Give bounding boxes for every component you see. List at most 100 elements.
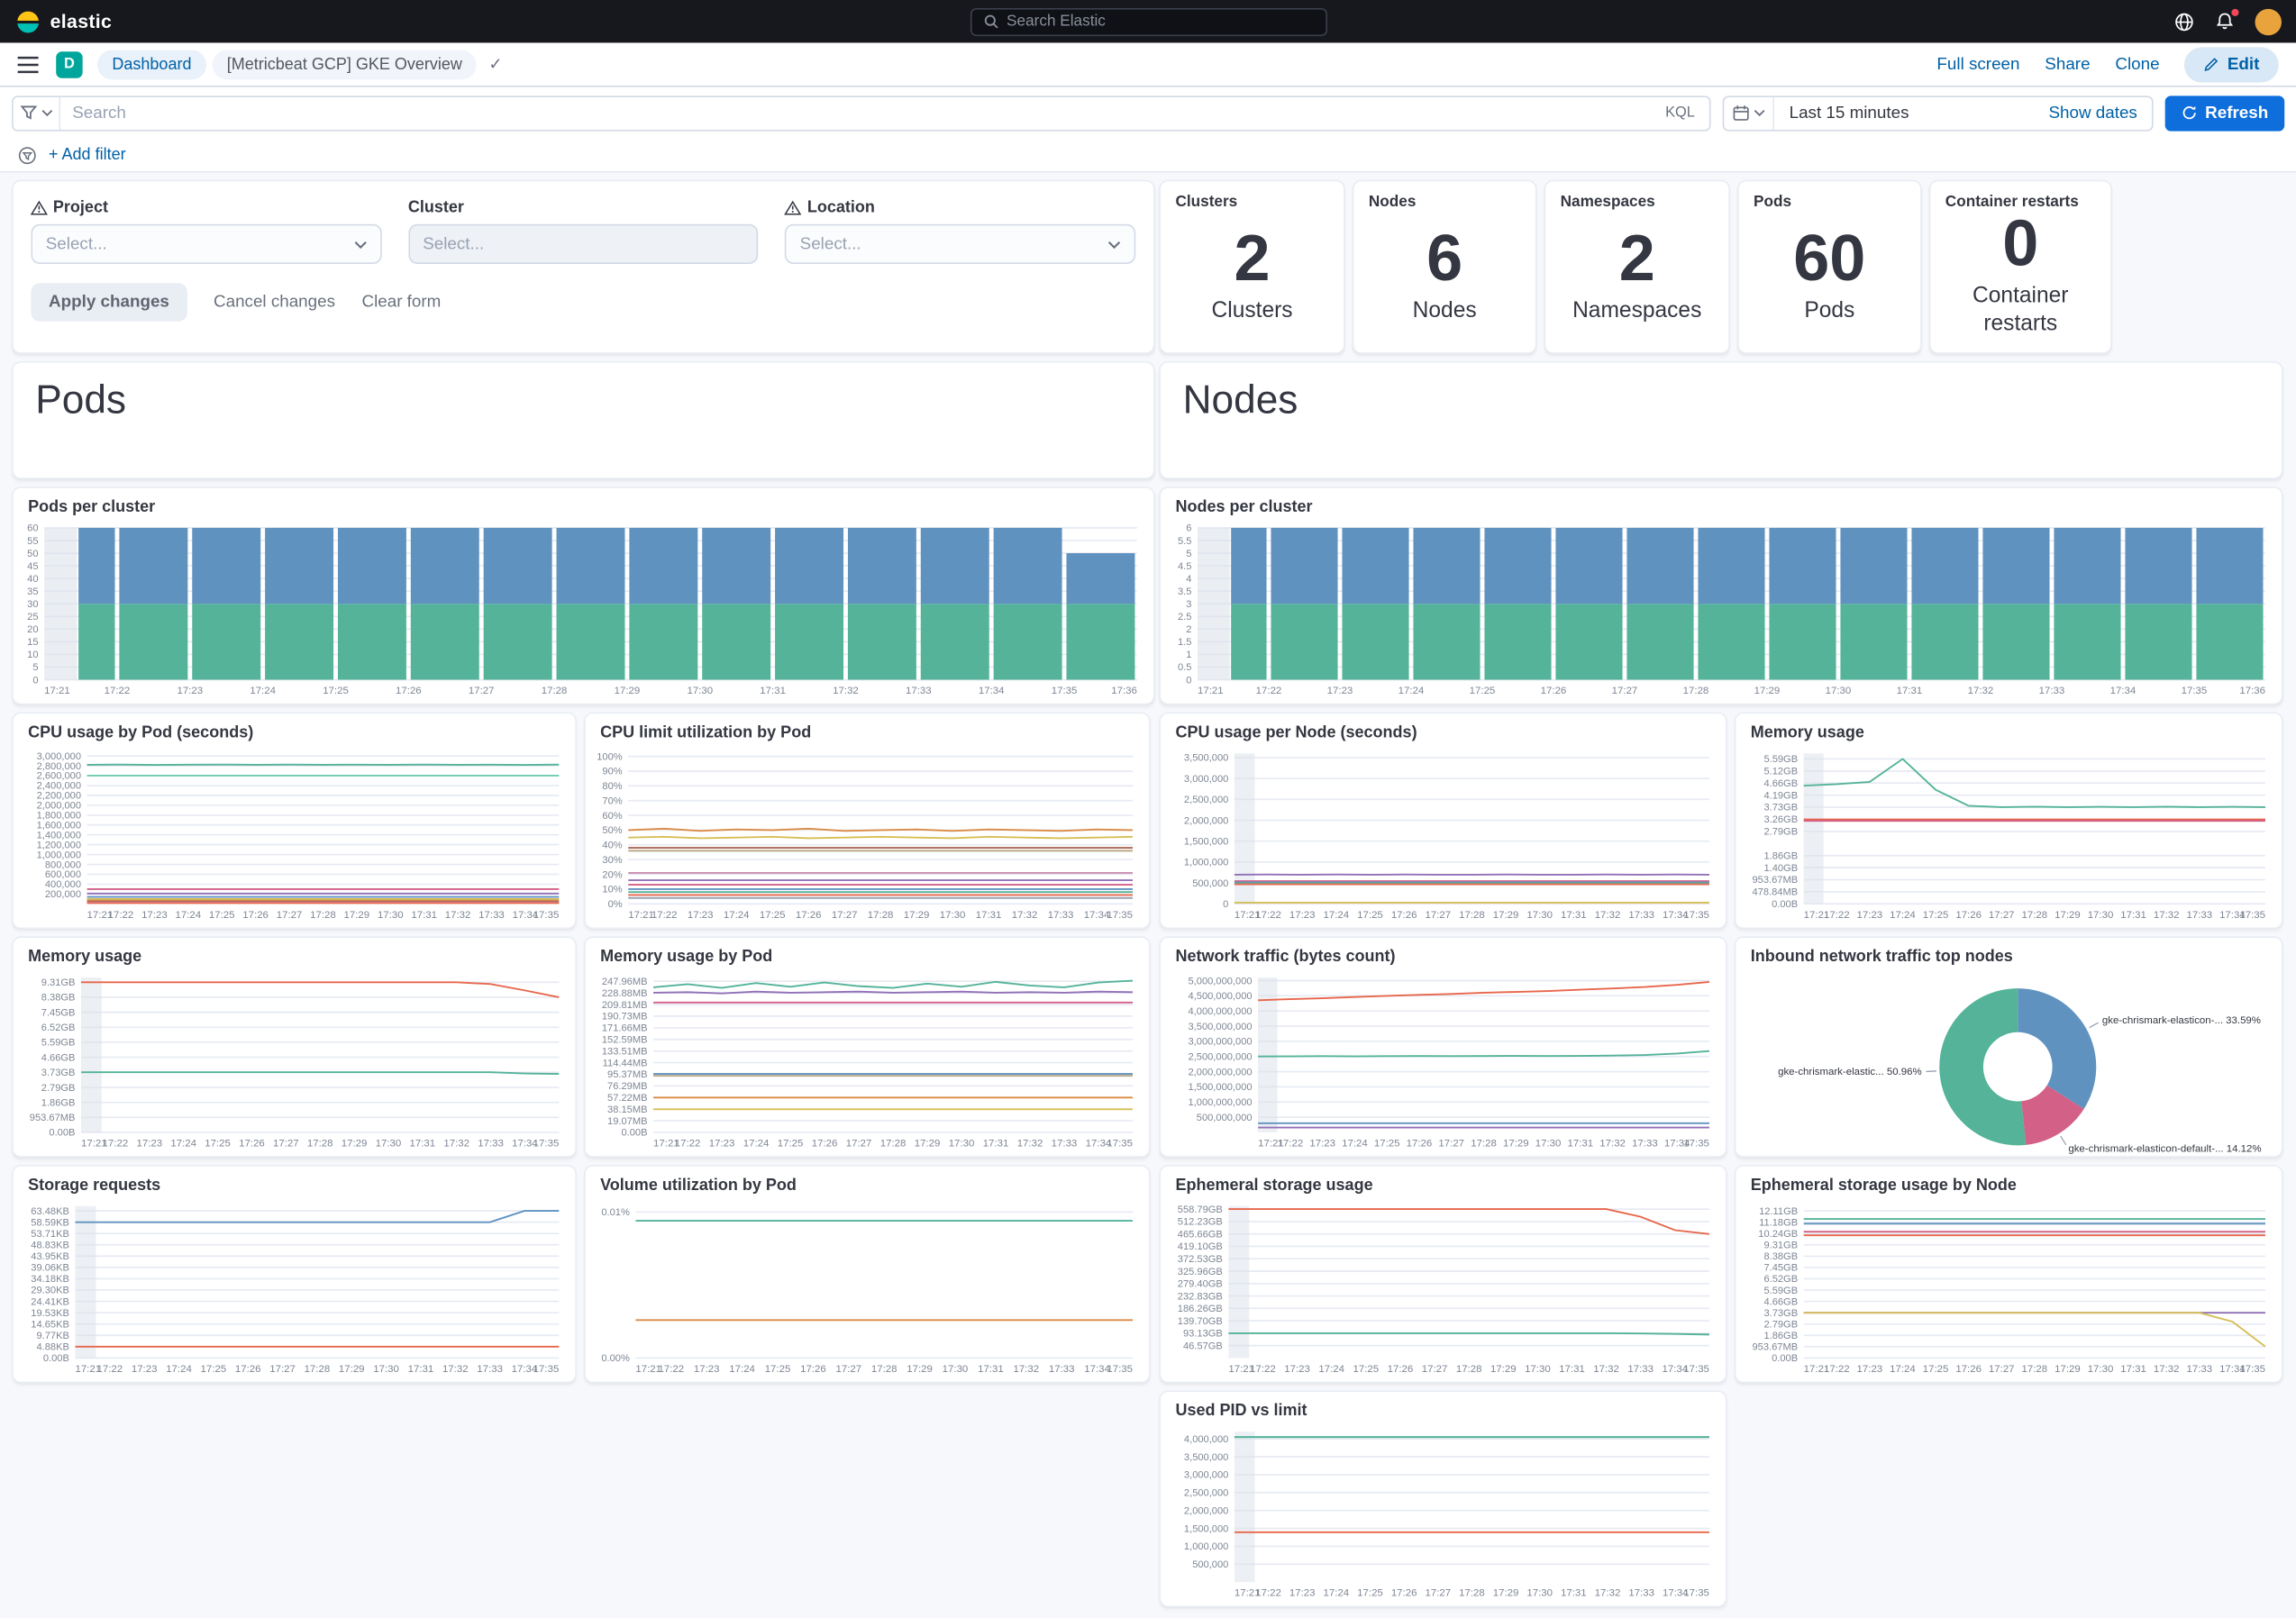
chart-title[interactable]: Memory usage xyxy=(28,948,142,967)
svg-text:1,500,000: 1,500,000 xyxy=(1184,837,1228,848)
svg-text:17:26: 17:26 xyxy=(796,910,822,921)
chart-ephemeral-storage-usage[interactable]: 46.57GB 93.13GB 139.70GB 186.26GB 232.83GB 27… xyxy=(1168,1200,1715,1376)
chart-volume-utilization[interactable]: 0.00% 0.01% 17:21 17:22 17:23 17:24 17:25 17:26… xyxy=(593,1200,1139,1376)
svg-text:17:23: 17:23 xyxy=(1857,1364,1883,1375)
svg-text:50: 50 xyxy=(27,549,38,559)
chart-pods-per-cluster[interactable]: 0 5 10 15 20 25 30 35 40 45 50 55 60 17:21 17:22 17:23 1… xyxy=(21,522,1143,697)
chart-title[interactable]: CPU usage by Pod (seconds) xyxy=(28,723,254,742)
chart-title[interactable]: Network traffic (bytes count) xyxy=(1175,948,1396,967)
svg-text:17:21: 17:21 xyxy=(1258,1139,1284,1150)
chart-inbound-network-donut[interactable]: gke-chrismark-elasticon-... 33.59% gke-ch… xyxy=(1744,972,2272,1154)
svg-text:3,000,000: 3,000,000 xyxy=(1184,774,1228,785)
svg-text:5: 5 xyxy=(1186,549,1191,559)
svg-text:3,000,000: 3,000,000 xyxy=(1184,1470,1228,1481)
chart-title[interactable]: Pods per cluster xyxy=(28,498,156,516)
chart-nodes-per-cluster[interactable]: 0 0.5 1 1.5 2 2.5 3 3.5 4 4.5 5 5.5 6 17:21 17:22 17:23… xyxy=(1168,522,2271,697)
chart-title[interactable]: Nodes per cluster xyxy=(1175,498,1313,516)
svg-text:17:22: 17:22 xyxy=(675,1139,701,1150)
chart-storage-requests[interactable]: 0.00B 4.88KB 9.77KB 14.65KB 19.53KB 24.41KB 29… xyxy=(21,1200,565,1376)
svg-text:45: 45 xyxy=(27,561,38,572)
chart-title[interactable]: Storage requests xyxy=(28,1177,161,1195)
show-dates-link[interactable]: Show dates xyxy=(2048,104,2137,123)
kql-query-input[interactable] xyxy=(60,104,1651,123)
svg-text:17:32: 17:32 xyxy=(1595,910,1621,921)
svg-text:8.38GB: 8.38GB xyxy=(41,993,76,1004)
elastic-logo[interactable]: elastic xyxy=(14,8,112,34)
svg-text:17:35: 17:35 xyxy=(2239,1364,2265,1375)
svg-text:2,500,000,000: 2,500,000,000 xyxy=(1189,1052,1253,1063)
add-filter-link[interactable]: + Add filter xyxy=(49,146,126,164)
calendar-button[interactable] xyxy=(1725,96,1775,130)
chart-memory-usage-nodes[interactable]: 0.00B 478.84MB 953.67MB 1.40GB 1.86GB 2.79GB 3… xyxy=(1744,748,2272,922)
time-range-text[interactable]: Last 15 minutes xyxy=(1789,104,1909,123)
calendar-icon xyxy=(1733,105,1749,121)
chart-title[interactable]: Ephemeral storage usage xyxy=(1175,1177,1373,1195)
menu-icon[interactable] xyxy=(17,55,39,73)
chart-memory-usage-by-pod[interactable]: 0.00B 19.07MB 38.15MB 57.22MB 76.29MB 95.37MB… xyxy=(593,972,1139,1150)
svg-text:17:22: 17:22 xyxy=(103,1139,129,1150)
saved-query-menu-button[interactable] xyxy=(13,96,61,130)
filter-settings-icon[interactable] xyxy=(18,145,37,164)
svg-text:17:26: 17:26 xyxy=(1407,1139,1433,1150)
chart-title[interactable]: Memory usage by Pod xyxy=(600,948,773,967)
project-select[interactable]: Select... xyxy=(31,223,382,264)
chart-cpu-usage-by-pod[interactable]: 200,000 400,000 600,000 800,000 1,000,000 1,2… xyxy=(21,748,565,922)
chart-title[interactable]: Used PID vs limit xyxy=(1175,1402,1307,1421)
svg-text:14.65KB: 14.65KB xyxy=(31,1319,69,1330)
svg-text:4,500,000,000: 4,500,000,000 xyxy=(1189,991,1253,1002)
global-search-input[interactable] xyxy=(1007,12,1314,31)
global-search[interactable] xyxy=(970,7,1327,36)
location-select[interactable]: Select... xyxy=(785,223,1136,264)
refresh-button[interactable]: Refresh xyxy=(2164,95,2285,131)
svg-text:478.84MB: 478.84MB xyxy=(1752,887,1798,898)
chart-cpu-usage-per-node[interactable]: 0 500,000 1,000,000 1,500,000 2,000,000 2,500… xyxy=(1168,748,1715,922)
svg-text:50%: 50% xyxy=(602,825,622,836)
svg-text:1,800,000: 1,800,000 xyxy=(37,811,81,822)
chart-title[interactable]: Memory usage xyxy=(1750,723,1864,742)
cluster-select[interactable]: Select... xyxy=(407,223,759,264)
chart-title[interactable]: CPU usage per Node (seconds) xyxy=(1175,723,1417,742)
notifications-bell-icon[interactable] xyxy=(2215,8,2239,31)
chevron-down-icon xyxy=(354,241,367,249)
chart-title[interactable]: Ephemeral storage usage by Node xyxy=(1750,1177,2017,1195)
edit-button[interactable]: Edit xyxy=(2184,46,2279,82)
svg-text:400,000: 400,000 xyxy=(45,879,81,890)
chart-cpu-limit-by-pod[interactable]: 0% 10% 20% 30% 40% 50% 60% 70% 80% 90% 100% 17:21 17… xyxy=(593,748,1139,922)
chart-network-traffic[interactable]: 500,000,000 1,000,000,000 1,500,000,000 2,0… xyxy=(1168,972,1715,1150)
svg-text:6: 6 xyxy=(1186,523,1191,534)
clear-form-button[interactable]: Clear form xyxy=(361,293,442,312)
chart-memory-usage[interactable]: 0.00B 953.67MB 1.86GB 2.79GB 3.73GB 4.66GB 5.5… xyxy=(21,972,565,1150)
svg-text:17:35: 17:35 xyxy=(1683,1364,1709,1375)
svg-text:17:31: 17:31 xyxy=(1568,1139,1594,1150)
svg-text:2.79GB: 2.79GB xyxy=(41,1083,76,1094)
cancel-changes-button[interactable]: Cancel changes xyxy=(214,293,336,312)
svg-text:3,000,000,000: 3,000,000,000 xyxy=(1189,1037,1253,1048)
kql-badge[interactable]: KQL xyxy=(1665,105,1695,122)
check-icon: ✓ xyxy=(488,56,503,74)
svg-text:17:32: 17:32 xyxy=(1593,1364,1619,1375)
cloud-deployment-icon[interactable] xyxy=(2173,11,2194,32)
svg-text:17:25: 17:25 xyxy=(1923,1364,1949,1375)
chart-title[interactable]: Inbound network traffic top nodes xyxy=(1750,948,2013,967)
full-screen-link[interactable]: Full screen xyxy=(1936,55,2020,74)
dashboard-actions: Full screen Share Clone Edit xyxy=(1936,46,2279,82)
svg-text:17:22: 17:22 xyxy=(659,1364,685,1375)
chart-ephemeral-storage-by-node[interactable]: 0.00B 953.67MB 1.86GB 2.79GB 3.73GB 4.66GB 5.5… xyxy=(1744,1200,2272,1376)
svg-text:9.31GB: 9.31GB xyxy=(1763,1241,1798,1251)
breadcrumb-dashboard[interactable]: Dashboard xyxy=(97,49,206,79)
share-link[interactable]: Share xyxy=(2045,55,2091,74)
svg-text:2,600,000: 2,600,000 xyxy=(37,771,81,782)
svg-text:17:28: 17:28 xyxy=(542,686,568,696)
svg-text:43.95KB: 43.95KB xyxy=(31,1251,69,1262)
space-badge[interactable]: D xyxy=(56,50,83,77)
chart-title[interactable]: CPU limit utilization by Pod xyxy=(600,723,812,742)
user-avatar[interactable] xyxy=(2255,8,2282,35)
chart-used-pid-vs-limit[interactable]: 500,000 1,000,000 1,500,000 2,000,000 2,500,… xyxy=(1168,1426,1715,1600)
svg-text:2.79GB: 2.79GB xyxy=(1763,827,1798,838)
clone-link[interactable]: Clone xyxy=(2115,55,2160,74)
svg-text:17:35: 17:35 xyxy=(1107,910,1133,921)
svg-text:200,000: 200,000 xyxy=(45,889,81,900)
svg-text:10: 10 xyxy=(27,650,38,660)
chart-title[interactable]: Volume utilization by Pod xyxy=(600,1177,797,1195)
apply-changes-button[interactable]: Apply changes xyxy=(31,283,187,322)
